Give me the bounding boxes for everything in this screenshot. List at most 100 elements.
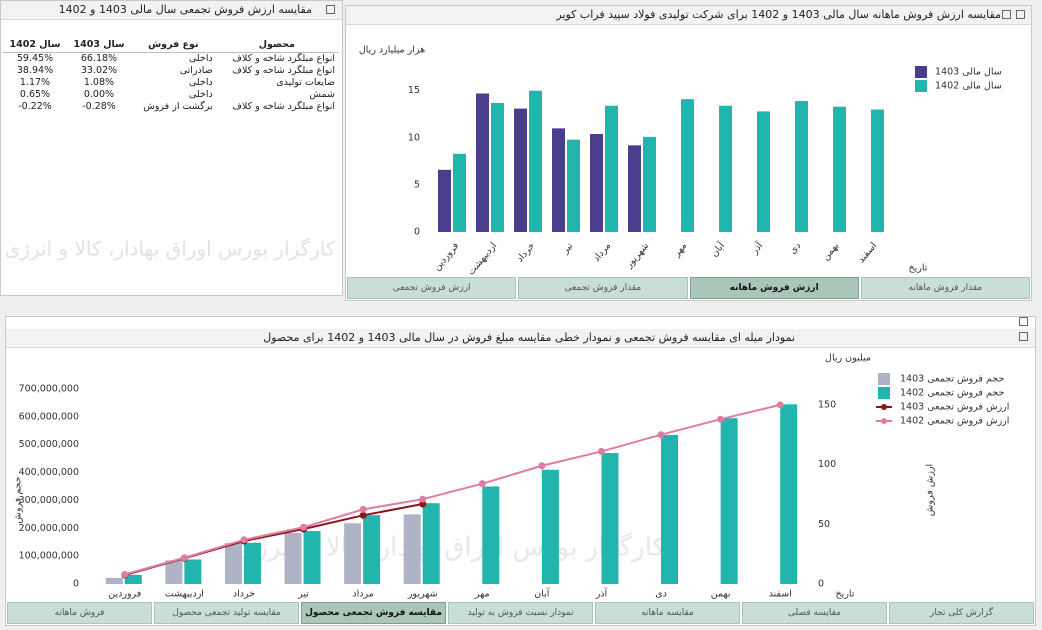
close-icon[interactable]: [1016, 10, 1025, 19]
bar: [605, 105, 618, 232]
legend-label: سال مالی 1402: [935, 81, 1002, 92]
bar: [833, 106, 846, 232]
table-cell: 1.08%: [83, 77, 115, 88]
print-icon[interactable]: [1002, 10, 1011, 19]
y-tick-label: 300,000,000: [19, 495, 79, 506]
legend-label: حجم فروش تجمعی 1403: [900, 374, 1004, 385]
bar: [105, 577, 123, 584]
legend-swatch: [915, 66, 927, 78]
legend-swatch: [878, 387, 890, 399]
bar: [491, 102, 504, 232]
x-tick-label: اردیبهشت: [165, 589, 204, 600]
bar: [453, 153, 466, 232]
tab[interactable]: مقایسه ماهانه: [595, 602, 740, 624]
table-cell: 66.18%: [80, 53, 118, 64]
line-marker: [478, 480, 486, 488]
y2-tick-label: 50: [818, 519, 830, 530]
table-panel: مقایسه ارزش فروش تجمعی سال مالی 1403 و 1…: [0, 0, 343, 296]
table-cell: 33.02%: [80, 65, 118, 76]
table-cell: شمش: [309, 89, 335, 100]
bar: [243, 542, 261, 584]
line-marker: [717, 415, 725, 423]
table-cell: انواع مبلگرد شاخه و کلاف: [232, 53, 335, 64]
bar: [719, 105, 732, 232]
table-cell: داخلی: [188, 77, 213, 88]
bar: [661, 434, 679, 584]
line-marker: [419, 495, 427, 503]
tab[interactable]: ارزش فروش ماهانه: [689, 277, 859, 299]
table-cell: 1.17%: [19, 77, 51, 88]
bottom-tabs: فروش ماهانه مقایسه تولید تجمعی محصول مقایس…: [7, 602, 1034, 624]
y-tick-label: 0: [73, 579, 79, 590]
legend-swatch: [881, 404, 887, 410]
x-tick-label: بهمن: [820, 240, 841, 262]
bar: [224, 543, 242, 584]
table-cell: برگشت از فروش: [143, 101, 213, 112]
bar: [567, 139, 580, 232]
header-row: محصول نوع فروش سال 1403 سال 1402: [3, 37, 338, 53]
bar: [795, 101, 808, 233]
table-cell: 0.65%: [19, 89, 51, 100]
x-axis-label: تاریخ: [836, 589, 855, 600]
legend-label: حجم فروش تجمعی 1402: [900, 388, 1004, 399]
table-cell: انواع مبلگرد شاخه و کلاف: [232, 101, 335, 112]
bar: [552, 128, 565, 232]
x-tick-label: آذر: [595, 587, 608, 600]
bar: [284, 533, 302, 584]
x-tick-label: آذر: [747, 239, 765, 257]
y-tick-label: 15: [408, 85, 420, 96]
legend-swatch: [915, 80, 927, 92]
print-icon[interactable]: [1019, 317, 1028, 326]
bar: [541, 469, 559, 584]
x-tick-label: دی: [787, 240, 803, 256]
x-tick-label: مهر: [474, 589, 490, 600]
x-tick-label: تیر: [297, 589, 309, 600]
share-table: محصول نوع فروش سال 1403 سال 1402 انواع مبلگ…: [3, 37, 338, 113]
table-cell: 0.00%: [83, 89, 115, 100]
panel-title: مقایسه ارزش فروش ماهانه سال مالی 1403 و …: [346, 6, 1031, 25]
y-tick-label: 500,000,000: [19, 439, 79, 450]
line-marker: [180, 554, 188, 562]
bar: [124, 574, 142, 584]
table-cell: -0.28%: [82, 101, 116, 112]
x-tick-label: اسفند: [769, 589, 792, 600]
y-tick-label: 0: [414, 227, 420, 238]
tab[interactable]: مقایسه فصلی: [742, 602, 887, 624]
table-row: انواع مبلگرد شاخه و کلاف داخلی 66.18% 59.45…: [3, 53, 338, 66]
x-tick-label: شهریور: [623, 240, 651, 271]
line-marker: [240, 536, 248, 544]
tab[interactable]: مقدار فروش ماهانه: [860, 277, 1030, 299]
bar: [403, 514, 421, 584]
tab[interactable]: مقدار فروش تجمعی: [518, 277, 688, 299]
y2-axis-label: ارزش فروش: [925, 464, 936, 516]
tab[interactable]: ارزش فروش تجمعی: [347, 277, 517, 299]
tab[interactable]: فروش ماهانه: [7, 602, 152, 624]
tab[interactable]: مقایسه تولید تجمعی محصول: [154, 602, 299, 624]
line-marker: [300, 523, 308, 531]
table-cell: 59.45%: [16, 53, 54, 64]
bar: [780, 404, 798, 584]
legend-swatch: [881, 418, 887, 424]
x-axis-label: تاریخ: [909, 263, 928, 274]
x-tick-label: خرداد: [233, 589, 255, 600]
y-tick-label: 10: [408, 132, 420, 143]
bar: [871, 109, 884, 232]
close-icon[interactable]: [1019, 332, 1028, 341]
x-tick-label: آبان: [708, 239, 728, 259]
close-icon[interactable]: [326, 5, 335, 14]
y2-tick-label: 0: [818, 579, 824, 590]
tab[interactable]: مقایسه فروش تجمعی محصول: [301, 602, 446, 624]
column-header: سال 1402: [3, 37, 67, 53]
x-tick-label: آبان: [534, 587, 550, 600]
table-body: انواع مبلگرد شاخه و کلاف داخلی 66.18% 59.45…: [3, 53, 338, 114]
bar: [757, 111, 770, 232]
tab[interactable]: گزارش کلی تجار: [889, 602, 1034, 624]
panel-title: نمودار میله ای مقایسه فروش تجمعی و نمودا…: [6, 329, 1035, 348]
y-tick-label: 5: [414, 179, 420, 190]
legend-label: ارزش فروش تجمعی 1403: [900, 402, 1009, 413]
line-marker: [657, 431, 665, 439]
x-tick-label: تیر: [559, 240, 575, 256]
tab[interactable]: نمودار نسبت فروش به تولید: [448, 602, 593, 624]
y2-unit-label: میلیون ریال: [825, 353, 871, 364]
